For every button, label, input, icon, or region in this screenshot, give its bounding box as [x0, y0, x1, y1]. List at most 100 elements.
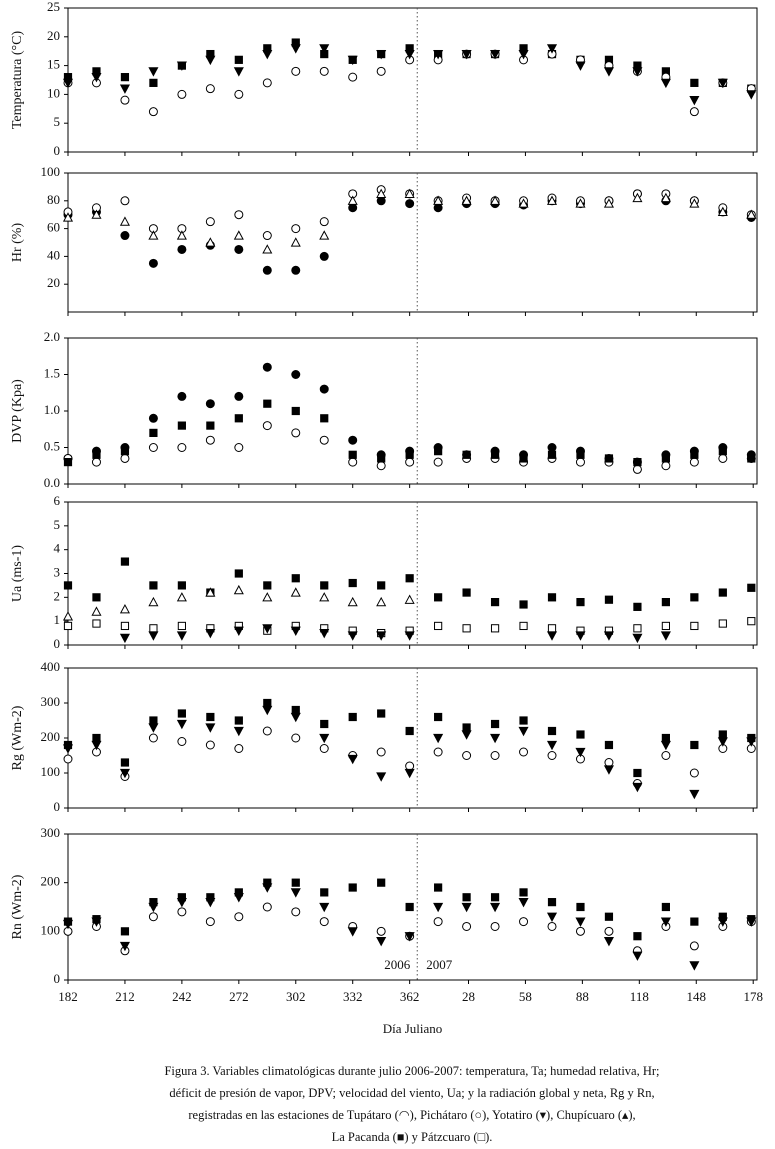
- marker: [92, 450, 101, 459]
- y-tick-label: 15: [47, 57, 60, 72]
- x-tick-label: 272: [229, 989, 249, 1004]
- marker: [348, 712, 357, 722]
- marker: [119, 633, 130, 644]
- marker: [546, 631, 558, 641]
- marker: [689, 768, 699, 778]
- marker: [291, 265, 301, 275]
- y-axis-label: Temperatura (°C): [10, 31, 25, 130]
- marker: [205, 399, 215, 409]
- x-tick-label: 242: [172, 989, 192, 1004]
- marker: [689, 941, 699, 951]
- marker: [177, 421, 186, 430]
- marker: [434, 593, 443, 602]
- marker: [176, 230, 187, 240]
- x-tick-label: 302: [286, 989, 306, 1004]
- marker: [319, 744, 329, 753]
- marker: [604, 595, 614, 604]
- caption-line: Figura 3. Variables climatológicas duran…: [164, 1064, 659, 1078]
- marker: [603, 765, 614, 775]
- marker: [718, 730, 727, 739]
- marker: [262, 624, 273, 634]
- marker: [63, 458, 73, 467]
- marker: [63, 754, 73, 764]
- marker: [546, 912, 558, 922]
- marker: [347, 596, 358, 607]
- marker: [234, 744, 244, 753]
- marker: [149, 716, 158, 725]
- marker: [546, 740, 558, 751]
- marker: [661, 733, 670, 743]
- marker: [290, 237, 301, 247]
- marker: [717, 206, 728, 217]
- marker: [376, 461, 386, 471]
- marker: [717, 78, 728, 89]
- marker: [92, 593, 101, 602]
- marker: [120, 557, 130, 566]
- marker: [348, 450, 357, 459]
- marker: [205, 740, 215, 750]
- marker: [63, 581, 73, 590]
- y-tick-label: 4: [54, 541, 61, 556]
- marker: [205, 55, 216, 66]
- marker: [405, 457, 415, 467]
- marker: [290, 626, 301, 636]
- marker: [148, 67, 159, 77]
- marker: [319, 902, 330, 913]
- marker: [490, 598, 500, 607]
- marker: [405, 902, 414, 912]
- marker: [233, 230, 244, 240]
- marker: [91, 917, 102, 927]
- marker: [462, 723, 471, 732]
- marker: [661, 461, 671, 471]
- x-tick-label: 212: [115, 989, 135, 1004]
- marker: [660, 631, 671, 641]
- marker: [234, 244, 244, 254]
- x-tick-label: 362: [400, 989, 420, 1004]
- marker: [320, 888, 329, 897]
- marker: [234, 414, 243, 423]
- marker: [119, 603, 130, 614]
- marker: [177, 89, 187, 99]
- y-tick-label: 200: [41, 874, 61, 889]
- marker: [433, 195, 444, 205]
- y-axis-label: Rn (Wm-2): [10, 874, 25, 939]
- marker: [546, 195, 558, 205]
- marker: [718, 588, 727, 597]
- marker: [319, 230, 330, 240]
- y-tick-label: 100: [41, 164, 61, 179]
- marker: [433, 457, 443, 467]
- marker: [690, 593, 699, 602]
- marker: [461, 902, 472, 913]
- marker: [462, 921, 472, 931]
- marker: [462, 588, 471, 597]
- marker: [633, 768, 642, 778]
- marker: [92, 619, 101, 628]
- marker: [120, 927, 130, 936]
- marker: [575, 747, 586, 758]
- marker: [433, 917, 443, 927]
- marker: [92, 733, 101, 743]
- y-tick-label: 25: [47, 0, 60, 14]
- marker: [262, 705, 273, 716]
- marker: [690, 78, 699, 87]
- marker: [262, 362, 272, 372]
- marker: [262, 421, 272, 431]
- marker: [575, 917, 586, 927]
- marker: [319, 384, 329, 394]
- marker: [348, 883, 357, 892]
- x-tick-label: 332: [343, 989, 363, 1004]
- marker: [434, 712, 443, 722]
- marker: [119, 84, 130, 94]
- marker: [148, 230, 159, 240]
- marker: [746, 917, 757, 927]
- marker: [661, 598, 670, 607]
- marker: [490, 921, 500, 931]
- marker: [433, 902, 444, 913]
- marker: [234, 569, 243, 578]
- marker: [263, 581, 272, 590]
- x-tick-label: 88: [576, 989, 589, 1004]
- marker: [433, 49, 444, 60]
- marker: [263, 698, 272, 708]
- marker: [148, 258, 158, 268]
